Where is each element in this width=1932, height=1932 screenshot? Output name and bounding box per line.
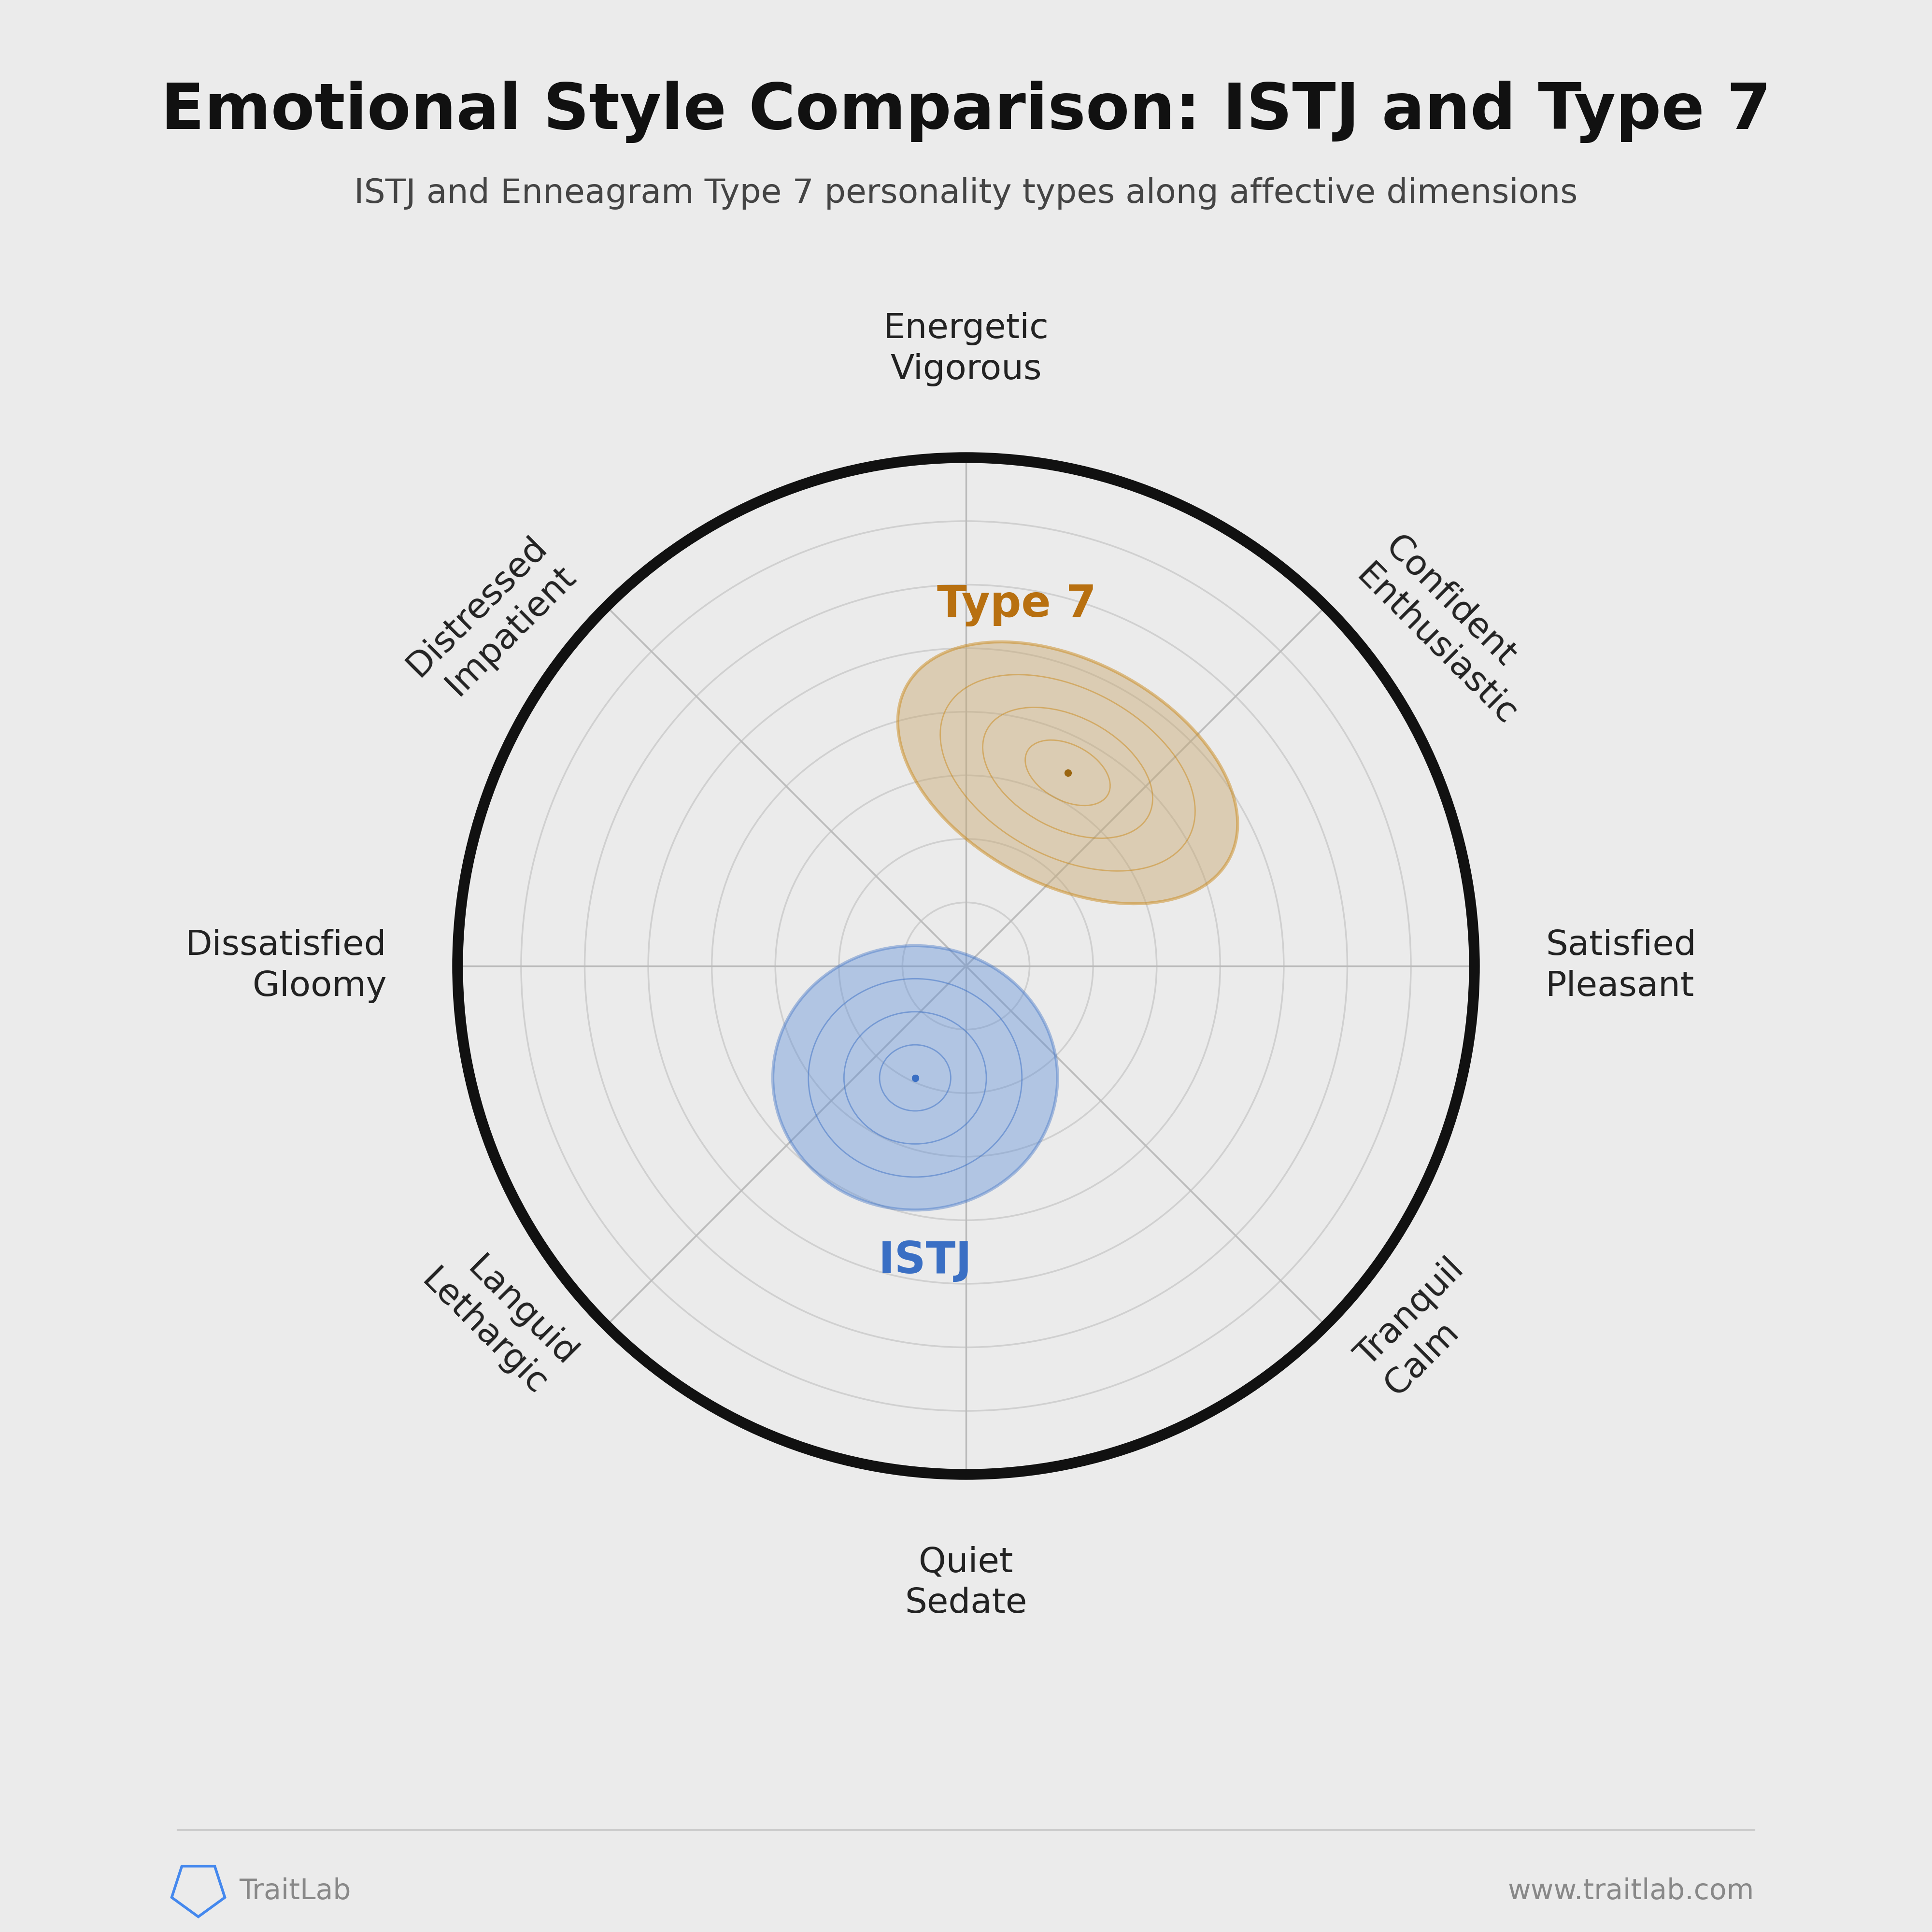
Text: Energetic
Vigorous: Energetic Vigorous: [883, 311, 1049, 386]
Text: Type 7: Type 7: [937, 583, 1097, 626]
Text: Distressed
Impatient: Distressed Impatient: [400, 529, 582, 713]
Ellipse shape: [773, 945, 1057, 1209]
Text: Tranquil
Calm: Tranquil Calm: [1350, 1252, 1499, 1403]
Text: Languid
Lethargic: Languid Lethargic: [415, 1235, 582, 1403]
Text: ISTJ and Enneagram Type 7 personality types along affective dimensions: ISTJ and Enneagram Type 7 personality ty…: [354, 178, 1578, 209]
Text: Quiet
Sedate: Quiet Sedate: [904, 1546, 1028, 1621]
Text: Satisfied
Pleasant: Satisfied Pleasant: [1546, 929, 1696, 1003]
Text: TraitLab: TraitLab: [240, 1878, 352, 1905]
Text: Dissatisfied
Gloomy: Dissatisfied Gloomy: [185, 929, 386, 1003]
Text: www.traitlab.com: www.traitlab.com: [1507, 1878, 1754, 1905]
Text: Confident
Enthusiastic: Confident Enthusiastic: [1350, 529, 1551, 732]
Text: Emotional Style Comparison: ISTJ and Type 7: Emotional Style Comparison: ISTJ and Typ…: [160, 81, 1772, 143]
Text: ISTJ: ISTJ: [879, 1240, 972, 1283]
Ellipse shape: [898, 641, 1238, 904]
